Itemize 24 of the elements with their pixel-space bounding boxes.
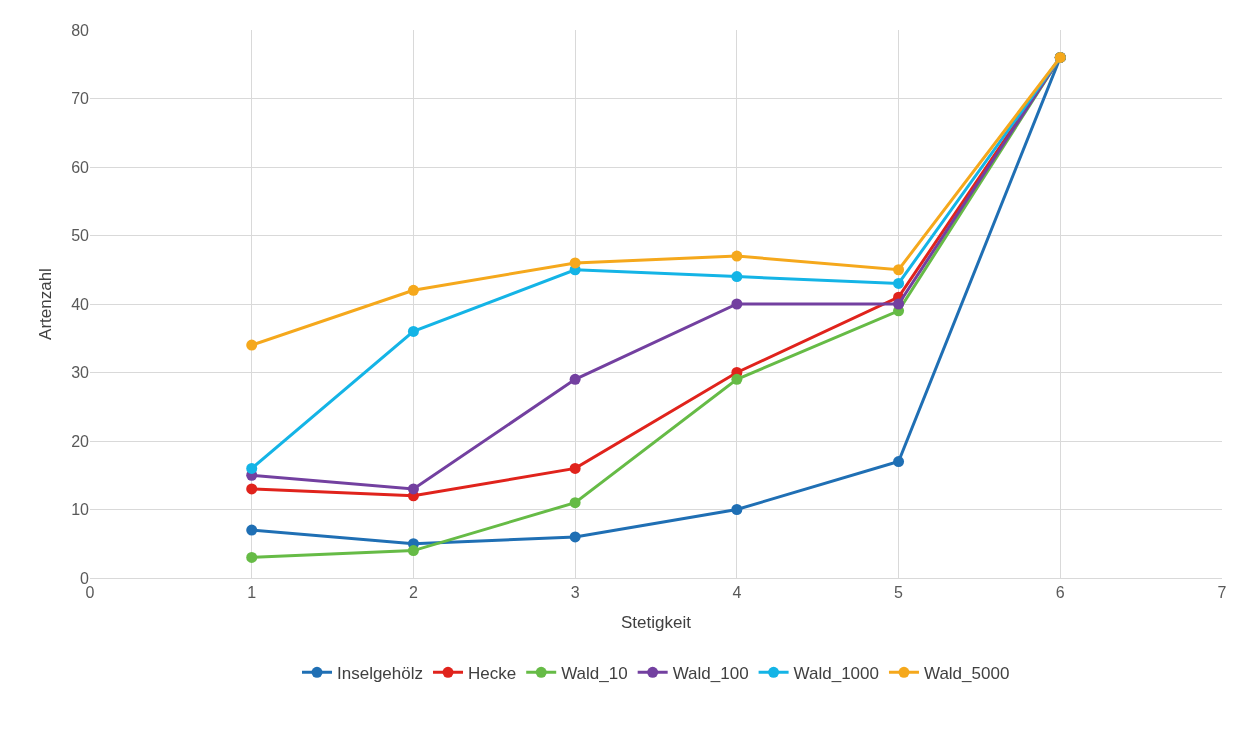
x-tick-label: 3 bbox=[570, 584, 580, 602]
x-tick-label: 7 bbox=[1217, 584, 1227, 602]
y-tick-label: 80 bbox=[71, 21, 90, 39]
y-tick-label: 0 bbox=[80, 569, 90, 587]
legend-label: Hecke bbox=[468, 663, 517, 683]
x-axis-title: Stetigkeit bbox=[621, 612, 692, 632]
x-tick-label: 6 bbox=[1055, 584, 1065, 602]
legend-label: Wald_5000 bbox=[923, 663, 1010, 683]
legend-label: Wald_1000 bbox=[793, 663, 879, 683]
x-tick-label: 1 bbox=[247, 584, 257, 602]
y-tick-label: 10 bbox=[71, 501, 90, 519]
x-tick-label: 2 bbox=[408, 584, 418, 602]
y-tick-label: 70 bbox=[71, 90, 90, 108]
y-axis-title: Artenzahl bbox=[35, 268, 55, 340]
x-tick-label: 4 bbox=[732, 584, 742, 602]
x-tick-label: 5 bbox=[894, 584, 904, 602]
y-tick-label: 60 bbox=[71, 158, 90, 176]
y-tick-label: 20 bbox=[71, 432, 90, 450]
legend-label: Wald_100 bbox=[672, 663, 749, 683]
y-tick-label: 30 bbox=[71, 364, 90, 382]
y-tick-label: 40 bbox=[71, 295, 90, 313]
legend-label: Wald_10 bbox=[561, 663, 628, 683]
y-tick-label: 50 bbox=[71, 227, 90, 245]
legend-label: Inselgehölz bbox=[337, 663, 424, 683]
